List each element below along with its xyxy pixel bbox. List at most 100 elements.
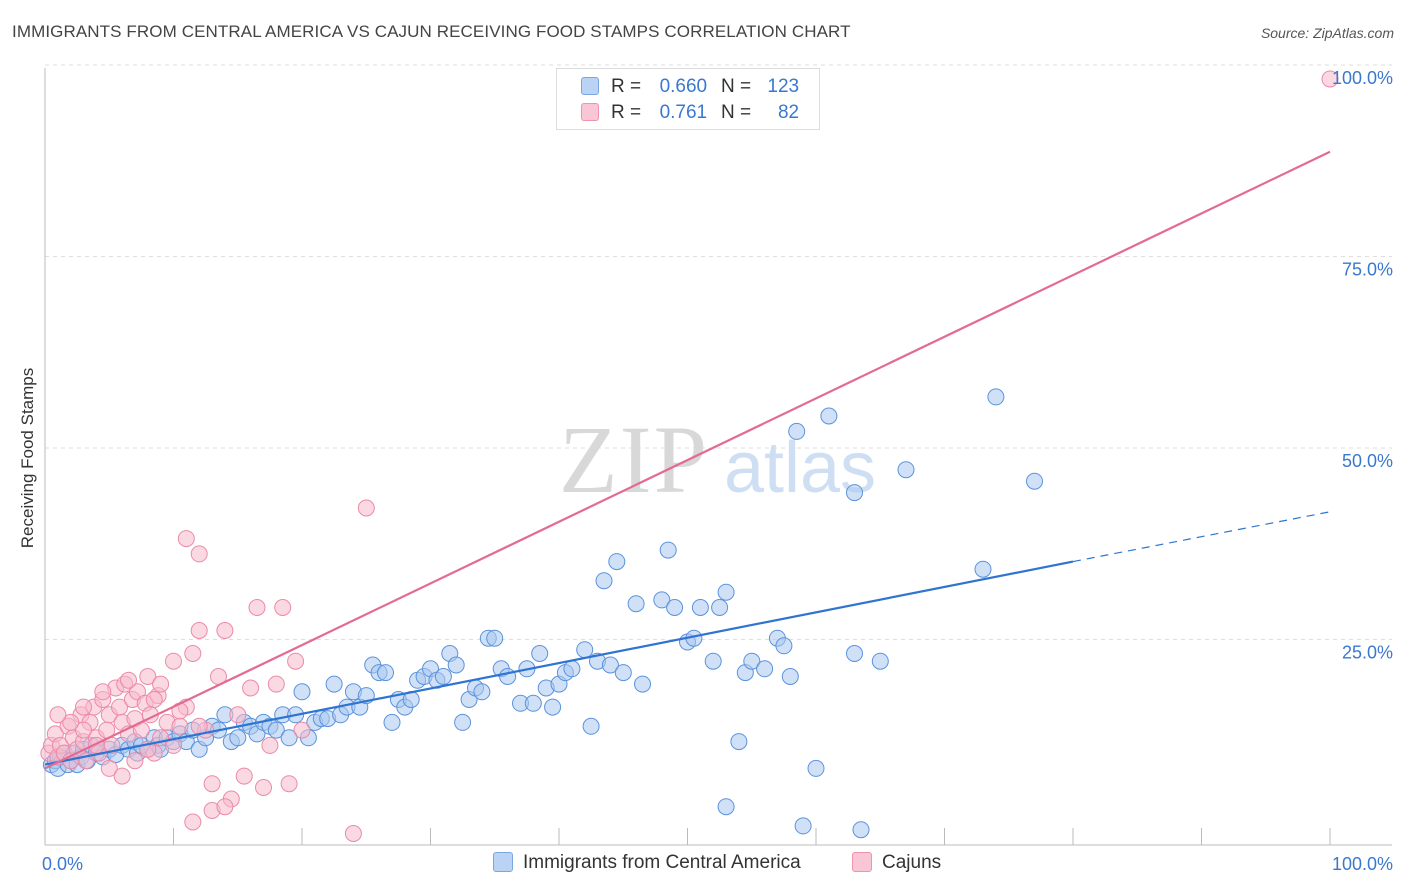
- data-point: [627, 595, 645, 613]
- data-point: [531, 645, 549, 662]
- data-point: [454, 713, 472, 731]
- data-point: [190, 622, 208, 639]
- data-point: [486, 629, 504, 647]
- x-tick-label: 100.0%: [1332, 854, 1393, 874]
- data-point: [717, 798, 735, 816]
- data-point: [165, 736, 182, 754]
- y-tick-label: 25.0%: [1342, 643, 1393, 663]
- data-point: [274, 599, 292, 616]
- trend-line-cajuns: [44, 150, 1331, 770]
- series-cajuns-points: [40, 70, 1339, 842]
- data-point: [242, 679, 260, 697]
- data-point: [235, 767, 253, 785]
- data-point: [293, 721, 311, 739]
- legend-swatch-blue: [581, 77, 599, 95]
- data-point: [730, 733, 748, 751]
- data-point: [203, 775, 221, 793]
- chart-title: IMMIGRANTS FROM CENTRAL AMERICA VS CAJUN…: [12, 22, 851, 41]
- correlation-legend: R = 0.660 N = 123 R = 0.761 N = 82: [556, 68, 820, 130]
- legend-row-immigrants: R = 0.660 N = 123: [581, 76, 799, 98]
- data-point: [634, 675, 651, 693]
- data-point: [499, 668, 517, 685]
- data-point: [434, 668, 452, 685]
- data-point: [287, 652, 305, 670]
- r-value: 0.761: [659, 102, 708, 123]
- y-tick-label: 75.0%: [1342, 260, 1393, 280]
- data-point: [280, 729, 298, 747]
- data-point: [255, 779, 272, 796]
- data-point: [563, 660, 581, 678]
- data-point: [987, 388, 1005, 406]
- data-point: [807, 759, 825, 777]
- data-point: [743, 652, 761, 670]
- legend-swatch-pink: [852, 852, 872, 872]
- data-point: [100, 759, 118, 777]
- data-point: [781, 668, 799, 685]
- data-point: [614, 664, 632, 682]
- data-point: [601, 656, 619, 674]
- data-point: [75, 721, 92, 739]
- data-point: [852, 821, 870, 839]
- n-label: N =: [721, 76, 752, 97]
- data-point: [62, 713, 80, 731]
- data-point: [653, 591, 671, 609]
- gridlines: [45, 64, 1392, 640]
- data-point: [711, 599, 729, 616]
- y-tick-label: 100.0%: [1332, 68, 1393, 88]
- n-value: 123: [767, 76, 800, 97]
- legend-item-immigrants: Immigrants from Central America: [493, 852, 801, 874]
- trend-line-immigrants: [44, 560, 1074, 766]
- data-point: [666, 599, 684, 616]
- data-point: [846, 645, 863, 662]
- n-value: 82: [777, 102, 800, 123]
- legend-label-immigrants: Immigrants from Central America: [523, 852, 801, 873]
- r-value: 0.660: [659, 76, 708, 97]
- data-point: [608, 553, 626, 571]
- data-point: [113, 767, 131, 785]
- data-point: [897, 461, 915, 479]
- data-point: [377, 664, 394, 682]
- data-point: [1026, 472, 1043, 490]
- data-point: [691, 599, 709, 616]
- data-point: [357, 499, 375, 517]
- data-point: [280, 775, 298, 793]
- r-label: R =: [611, 76, 642, 97]
- data-point: [871, 652, 889, 670]
- tick-labels: 25.0% 50.0% 75.0% 100.0% 0.0% 100.0%: [42, 68, 1393, 874]
- data-point: [248, 599, 266, 616]
- data-point: [216, 798, 234, 816]
- data-point: [267, 675, 285, 693]
- data-point: [383, 713, 401, 731]
- n-label: N =: [721, 102, 752, 123]
- data-point: [229, 706, 247, 724]
- data-point: [788, 422, 806, 440]
- data-point: [846, 484, 863, 502]
- data-point: [659, 541, 677, 559]
- data-point: [1321, 70, 1339, 88]
- legend-item-cajuns: Cajuns: [852, 852, 941, 874]
- data-point: [139, 668, 157, 685]
- data-point: [177, 530, 195, 548]
- series-legend: Immigrants from Central America Cajuns: [0, 852, 1406, 878]
- data-point: [184, 813, 202, 831]
- legend-row-cajuns: R = 0.761 N = 82: [581, 102, 799, 124]
- source-label: Source: ZipAtlas.com: [1260, 25, 1394, 41]
- series-immigrants-points: [42, 388, 1043, 839]
- data-point: [75, 698, 92, 716]
- data-point: [447, 656, 465, 674]
- data-point: [184, 645, 202, 662]
- legend-label-cajuns: Cajuns: [882, 852, 942, 873]
- data-point: [704, 652, 722, 670]
- watermark-zip: ZIP: [559, 406, 709, 513]
- data-point: [190, 545, 208, 563]
- data-point: [974, 560, 992, 578]
- data-point: [325, 675, 343, 693]
- data-point: [152, 675, 170, 693]
- axes: [44, 68, 1392, 846]
- data-point: [171, 717, 189, 735]
- data-point: [576, 641, 594, 659]
- data-point: [473, 683, 491, 701]
- data-point: [261, 736, 279, 754]
- data-point: [820, 407, 838, 425]
- data-point: [293, 683, 311, 701]
